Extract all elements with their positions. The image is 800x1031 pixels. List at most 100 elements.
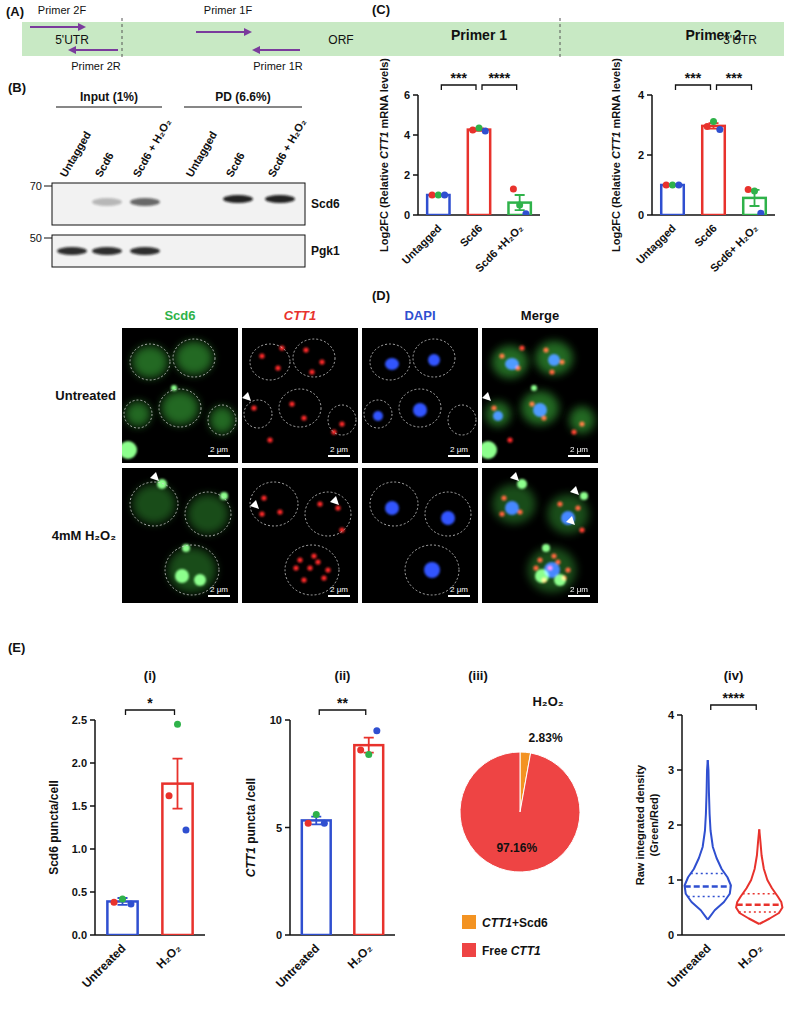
group-line bbox=[184, 106, 302, 107]
y-tick-label: 3 bbox=[668, 764, 674, 776]
text-run: (E) bbox=[8, 640, 25, 655]
y-tick bbox=[285, 719, 290, 721]
column-header: DAPI bbox=[404, 308, 435, 323]
label: (E) bbox=[8, 640, 25, 655]
cytoplasm bbox=[168, 548, 217, 593]
cytoplasm bbox=[175, 341, 213, 375]
category-label: Untagged bbox=[399, 222, 443, 266]
text-run: (iii) bbox=[468, 668, 488, 683]
red-punctum bbox=[549, 369, 554, 374]
arrowhead bbox=[510, 472, 519, 481]
text-run: Scd6 + H₂O₂ bbox=[265, 117, 308, 179]
row-label: 4mM H₂O₂ bbox=[52, 528, 117, 543]
title-line: Raw integrated density bbox=[634, 764, 646, 885]
red-punctum bbox=[561, 575, 566, 580]
red-punctum bbox=[321, 575, 326, 580]
text-run: Input (1%) bbox=[80, 90, 138, 104]
red-punctum bbox=[507, 437, 512, 442]
nucleus bbox=[428, 354, 440, 366]
panel-b: (B)Input (1%)UntaggedScd6Scd6 + H₂O₂PD (… bbox=[8, 80, 340, 267]
y-tick bbox=[677, 934, 682, 936]
text-run: Merge bbox=[521, 308, 559, 323]
text-run: DAPI bbox=[404, 308, 435, 323]
scale-bar bbox=[448, 455, 470, 457]
arrowhead bbox=[330, 496, 339, 505]
micrograph: 2 μm bbox=[242, 328, 358, 463]
text-run: PD (6.6%) bbox=[215, 90, 270, 104]
replicate-dot bbox=[745, 186, 752, 193]
significance-label: **** bbox=[723, 690, 745, 706]
micrograph-content: 2 μm bbox=[122, 468, 238, 603]
text-run: Scd6 bbox=[223, 150, 247, 179]
y-tick-label: 2.5 bbox=[72, 714, 87, 726]
chart-title: (i) bbox=[144, 668, 156, 683]
violin-chart: (iv)Raw integrated density(Green/Red)012… bbox=[634, 668, 785, 991]
nucleus bbox=[424, 562, 440, 578]
red-punctum bbox=[339, 421, 344, 426]
error-bar bbox=[515, 195, 525, 210]
replicate-dot bbox=[373, 727, 380, 734]
text-run: 0 bbox=[276, 929, 282, 941]
red-punctum bbox=[315, 559, 320, 564]
cell-outline bbox=[159, 389, 201, 427]
red-punctum bbox=[277, 509, 282, 514]
red-punctum bbox=[301, 577, 306, 582]
image-background bbox=[482, 328, 598, 463]
nucleus bbox=[533, 403, 547, 417]
text-run: (ii) bbox=[335, 668, 351, 683]
micrograph-content: 2 μm bbox=[482, 328, 598, 463]
nucleus bbox=[413, 403, 427, 417]
category-label: Scd6 bbox=[692, 222, 719, 249]
text-run: **** bbox=[488, 70, 510, 86]
replicate-dot bbox=[321, 820, 328, 827]
violin-outline bbox=[708, 760, 731, 920]
scale-bar bbox=[328, 455, 350, 457]
band bbox=[223, 195, 253, 203]
red-punctum bbox=[533, 565, 538, 570]
y-axis-title: Log2FC (Relative CTT1 mRNA levels) bbox=[610, 58, 622, 252]
nucleus bbox=[441, 511, 455, 525]
text-run: 0.5 bbox=[72, 886, 87, 898]
y-tick-label: 0.0 bbox=[72, 929, 87, 941]
y-tick bbox=[90, 805, 95, 807]
y-tick bbox=[285, 827, 290, 829]
red-punctum bbox=[491, 405, 496, 410]
y-tick bbox=[90, 891, 95, 893]
gene-name: CTT1 bbox=[284, 308, 317, 323]
replicate-dot bbox=[704, 123, 711, 130]
text-run: 0 bbox=[404, 209, 410, 221]
bar-chart: Primer 1Log2FC (Relative CTT1 mRNA level… bbox=[378, 27, 540, 274]
column-header: Merge bbox=[521, 308, 559, 323]
nucleus bbox=[385, 358, 399, 370]
red-punctum bbox=[289, 401, 294, 406]
image-background bbox=[362, 328, 478, 463]
image-background bbox=[242, 328, 358, 463]
red-punctum bbox=[579, 421, 584, 426]
red-channel bbox=[499, 495, 584, 582]
mw-tick bbox=[44, 238, 52, 239]
blot bbox=[52, 183, 305, 225]
micrograph: 2 μm bbox=[122, 468, 238, 603]
replicate-dot bbox=[166, 792, 173, 799]
replicate-dot bbox=[476, 125, 483, 132]
arrowhead bbox=[570, 486, 579, 495]
red-punctum bbox=[301, 415, 306, 420]
figure: (A)5'UTRORF3'UTRPrimer 2FPrimer 1FPrimer… bbox=[0, 0, 800, 1031]
band bbox=[130, 198, 160, 206]
chart-title: Primer 1 bbox=[451, 27, 507, 43]
replicate-dot bbox=[757, 210, 764, 215]
plot-marks bbox=[685, 760, 783, 924]
text-run: mRNA levels) bbox=[610, 58, 622, 132]
group-label: Input (1%) bbox=[80, 90, 138, 104]
nucleus bbox=[505, 501, 519, 515]
red-punctum bbox=[297, 557, 302, 562]
text-run: *** bbox=[450, 70, 467, 86]
significance-label: * bbox=[147, 695, 153, 711]
blue-channel bbox=[505, 501, 575, 578]
green-channel bbox=[482, 341, 595, 459]
text-run: * bbox=[147, 695, 153, 711]
text-run: 70 bbox=[30, 180, 42, 192]
image-background bbox=[242, 468, 358, 603]
y-axis bbox=[417, 95, 419, 215]
y-tick-label: 2.0 bbox=[72, 757, 87, 769]
